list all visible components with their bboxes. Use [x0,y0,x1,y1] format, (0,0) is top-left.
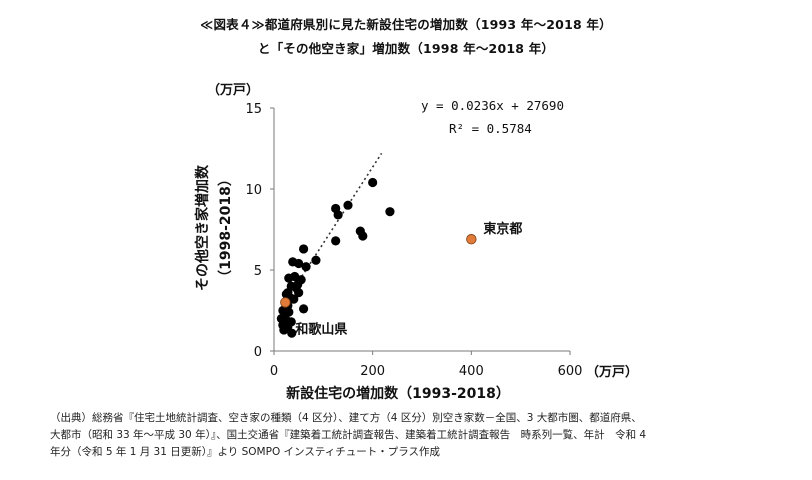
y-axis-subtitle: （1998-2018） [218,172,234,284]
point-annotation: 東京都 [483,221,522,237]
y-unit-label: （万戸） [207,82,259,98]
source-note: （出典）総務省『住宅土地統計調査、空き家の種類（4 区分）、建て方（4 区分）別… [50,410,780,461]
data-point [284,307,294,317]
x-tick-label: 0 [270,364,278,379]
y-axis-title: その他空き家増加数 [194,164,211,291]
trendline-equation: y = 0.0236x + 27690 [421,98,564,113]
data-point [368,177,378,188]
source-line1: （出典）総務省『住宅土地統計調査、空き家の種類（4 区分）、建て方（4 区分）別… [50,412,642,424]
x-unit-label: （万戸） [586,364,638,380]
data-point [311,255,321,265]
data-point [299,304,309,314]
data-point [289,294,299,304]
x-axis-title: 新設住宅の増加数（1993-2018） [286,385,510,402]
trendline-r2: R² = 0.5784 [449,121,532,136]
trendline-layer: y = 0.0236x + 27690 R² = 0.5784 [282,98,564,307]
y-tick-label: 15 [245,102,262,117]
data-point [343,200,353,210]
chart-title-line1: ≪図表４≫都道府県別に見た新設住宅の増加数（1993 年～2018 年） [200,17,612,32]
data-point [299,244,309,254]
y-tick-label: 10 [245,183,262,198]
x-tick-label: 600 [558,364,583,379]
y-tick-label: 5 [254,264,262,279]
highlighted-point [466,234,477,245]
x-tick-label: 400 [459,364,484,379]
data-point [385,207,395,217]
y-tick-label: 0 [254,345,262,360]
source-line3: 年分（令和 5 年 1 月 31 日更新）』より SOMPO インスティチュート… [50,446,440,458]
source-line2: 大都市（昭和 33 年～平成 30 年）』、国土交通省『建築着工統計調査報告、建… [50,429,647,441]
data-point [358,231,368,241]
data-point [301,262,311,272]
data-point [296,275,306,285]
data-points [276,177,477,338]
data-point [333,210,343,220]
highlighted-point [280,297,291,308]
data-point [279,325,289,335]
point-annotation: 和歌山県 [295,321,347,337]
chart-title-line2: と「その他空き家」増加数（1998 年～2018 年） [257,41,555,56]
data-point [331,236,341,246]
data-point [294,288,304,298]
x-tick-label: 200 [360,364,385,379]
data-point [287,328,297,338]
data-point [288,257,298,267]
